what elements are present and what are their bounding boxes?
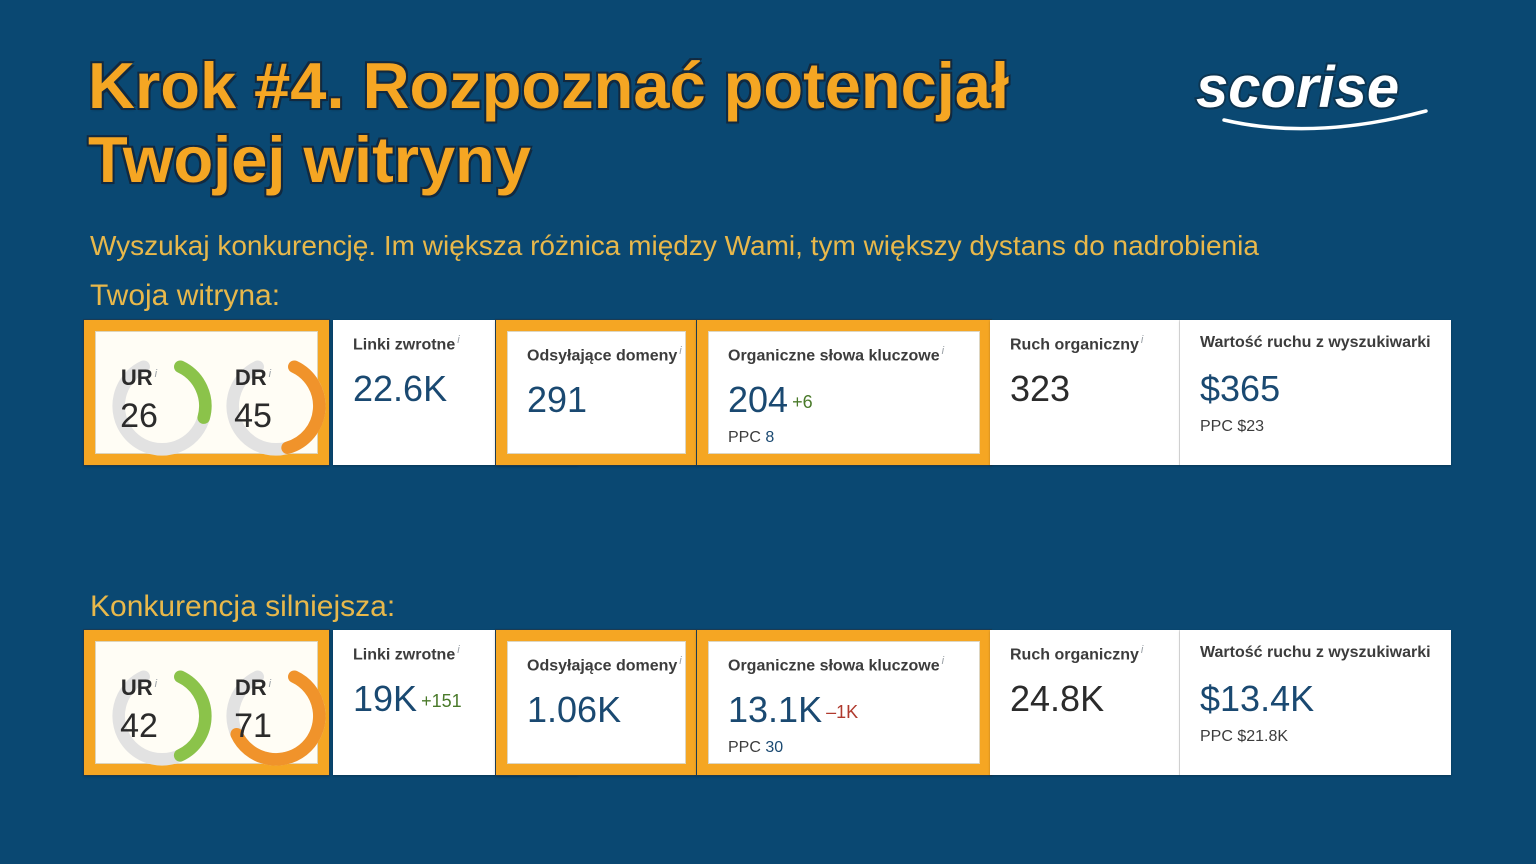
svg-text:scorise: scorise — [1196, 55, 1399, 120]
